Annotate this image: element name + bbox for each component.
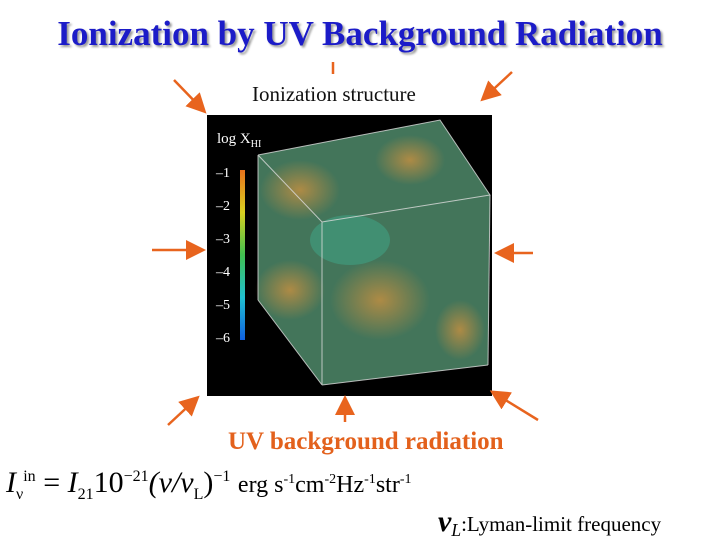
title: Ionization by UV Background Radiation — [57, 14, 663, 53]
f-coef: I — [67, 466, 78, 499]
arrows — [152, 71, 539, 426]
colorbar-tick-label: –3 — [215, 232, 230, 247]
unit-base: Hz — [336, 472, 365, 498]
colorbar-label: log XHI — [217, 131, 261, 150]
colorbar-tick-label: –5 — [215, 298, 230, 313]
f-lhs: I — [6, 466, 16, 499]
colorbar — [240, 170, 245, 340]
caption-top: Ionization structure — [252, 82, 416, 106]
f-lhs-sub: ν — [16, 486, 24, 503]
note-text: :Lyman-limit frequency — [461, 512, 662, 536]
unit-base: str — [375, 472, 400, 498]
f-units: erg s-1cm-2Hz-1str-1 — [238, 472, 412, 498]
colorbar-tick-label: –4 — [215, 265, 230, 280]
cube — [255, 119, 491, 386]
f-pow-sup: −21 — [123, 468, 149, 485]
f-pow: 10 — [93, 466, 124, 499]
colorbar-tick-label: –6 — [215, 331, 230, 346]
unit-sup: -1 — [283, 472, 296, 487]
note-symbol: ν — [438, 505, 452, 538]
f-ratio: (ν/ν — [148, 466, 194, 499]
unit-base: cm — [295, 472, 325, 498]
colorbar-tick-label: –1 — [215, 166, 230, 181]
f-coef-sub: 21 — [77, 486, 94, 503]
unit-sup: -1 — [364, 472, 376, 487]
f-ratio-sup: −1 — [213, 468, 231, 485]
formula: Iνin = I2110−21(ν/νL)−1 erg s-1cm-2Hz-1s… — [6, 466, 411, 504]
caption-bottom: UV background radiation — [228, 428, 504, 455]
f-eq: = — [43, 466, 61, 499]
f-ratio-close: ) — [203, 466, 214, 499]
colorbar-tick-label: –2 — [215, 199, 230, 214]
colorbar-label-text: log X — [217, 131, 251, 147]
unit-base: erg s — [237, 472, 284, 498]
unit-sup: -1 — [399, 472, 412, 487]
note: νL:Lyman-limit frequency — [438, 505, 661, 540]
colorbar-label-sub: HI — [251, 139, 262, 150]
unit-sup: -2 — [324, 472, 337, 487]
note-sub: L — [451, 520, 462, 540]
colorbar-ticks: –1 –2 –3 –4 –5 –6 — [215, 166, 230, 346]
f-ratio-sub: L — [193, 486, 204, 503]
f-lhs-sup: in — [23, 468, 36, 485]
